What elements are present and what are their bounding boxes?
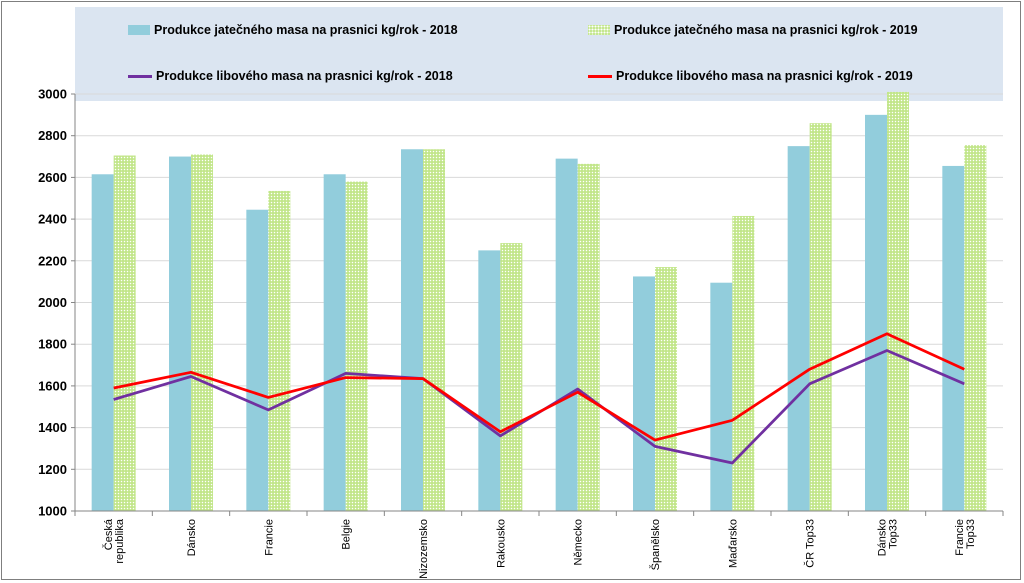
bar-2019 <box>964 145 987 511</box>
legend-swatch-line-2018 <box>128 74 152 78</box>
line-2018 <box>113 349 965 465</box>
gridlines <box>75 93 1003 470</box>
legend-swatch-bar-2018 <box>128 25 150 35</box>
legend-label-bar-2018: Produkce jatečného masa na prasnici kg/r… <box>154 23 458 37</box>
y-tick-label: 1000 <box>38 504 67 519</box>
y-tick-label: 3000 <box>38 87 67 102</box>
legend-label-line-2018: Produkce libového masa na prasnici kg/ro… <box>156 69 453 83</box>
x-category-label: ČR Top33 <box>804 519 817 568</box>
bar-2018 <box>91 174 114 511</box>
legend-label-bar-2019: Produkce jatečného masa na prasnici kg/r… <box>614 23 918 37</box>
legend-item-line-2019: Produkce libového masa na prasnici kg/ro… <box>588 69 913 83</box>
series-lines <box>113 332 965 465</box>
x-category-label-line: Německo <box>573 519 585 565</box>
y-tick-label: 2600 <box>38 170 67 185</box>
line-2019 <box>113 332 965 442</box>
bar-2018 <box>942 165 965 511</box>
bar-2018 <box>633 276 655 511</box>
x-category-label: Francie <box>263 519 275 556</box>
x-category-label-line: Nizozemsko <box>418 519 430 579</box>
x-category-label: Rakousko <box>495 519 507 568</box>
y-tick-label: 1600 <box>38 378 67 393</box>
bar-2018 <box>865 114 887 511</box>
y-tick-label: 2400 <box>38 212 67 227</box>
bar-2018 <box>555 158 578 511</box>
x-category-label-line: Top33 <box>965 519 977 549</box>
x-category-label: Českárepublika <box>102 518 126 564</box>
bar-2018 <box>401 149 423 511</box>
legend-swatch-line-2019 <box>588 74 612 78</box>
y-tick-label: 1400 <box>38 420 67 435</box>
x-category-label-line: republika <box>114 518 126 564</box>
x-category-label: Španělsko <box>649 519 662 570</box>
legend-item-bar-2019: Produkce jatečného masa na prasnici kg/r… <box>588 23 918 37</box>
bar-2018 <box>169 156 191 512</box>
y-tick-label: 2200 <box>38 253 67 268</box>
bar-2019 <box>345 181 368 511</box>
y-tick-label: 2000 <box>38 295 67 310</box>
legend-item-line-2018: Produkce libového masa na prasnici kg/ro… <box>128 69 453 83</box>
bar-2019 <box>423 149 445 511</box>
x-category-label-line: Španělsko <box>649 519 662 570</box>
x-category-label-line: Dánsko <box>186 519 198 556</box>
bar-2019 <box>809 123 832 511</box>
x-category-label: Maďarsko <box>727 519 739 568</box>
x-category-label: FrancieTop33 <box>954 519 977 556</box>
y-tick-label: 2800 <box>38 128 67 143</box>
chart-legend: Produkce jatečného masa na prasnici kg/r… <box>75 7 1003 101</box>
legend-swatch-bar-2019 <box>588 25 610 35</box>
bar-2019 <box>113 155 136 511</box>
x-category-label-line: Top33 <box>888 519 900 549</box>
bar-2018 <box>710 282 733 511</box>
x-category-label-line: Česká <box>102 518 115 550</box>
bar-2019 <box>500 243 523 511</box>
x-category-label-line: Francie <box>263 519 275 556</box>
legend-item-bar-2018: Produkce jatečného masa na prasnici kg/r… <box>128 23 458 37</box>
bar-2019 <box>655 267 677 511</box>
x-category-label: Dánsko <box>186 519 198 556</box>
x-category-label: Německo <box>573 519 585 565</box>
x-category-label-line: Rakousko <box>495 519 507 568</box>
bar-2019 <box>732 215 755 511</box>
x-category-label-line: Francie <box>954 519 966 556</box>
x-category-label-line: ČR Top33 <box>804 519 817 568</box>
y-tick-label: 1800 <box>38 337 67 352</box>
x-category-label: DánskoTop33 <box>877 519 900 556</box>
bar-2018 <box>787 146 810 511</box>
bar-2019 <box>268 190 291 511</box>
bar-2018 <box>323 174 346 511</box>
legend-label-line-2019: Produkce libového masa na prasnici kg/ro… <box>616 69 913 83</box>
x-category-label-line: Maďarsko <box>727 519 739 568</box>
x-category-label: Belgie <box>341 519 353 550</box>
bar-2018 <box>246 209 269 511</box>
x-category-label-line: Belgie <box>341 519 353 550</box>
bar-2019 <box>887 91 909 511</box>
bar-2019 <box>191 154 213 511</box>
bars <box>91 91 987 512</box>
x-category-label: Nizozemsko <box>418 519 430 579</box>
x-category-label-line: Dánsko <box>877 519 889 556</box>
y-tick-label: 1200 <box>38 462 67 477</box>
bar-2019 <box>577 163 600 511</box>
axes: 1000 1200 1400 1600 1800 2000 2200 2400 2600 2800… <box>38 87 1004 579</box>
bar-2018 <box>478 250 501 511</box>
